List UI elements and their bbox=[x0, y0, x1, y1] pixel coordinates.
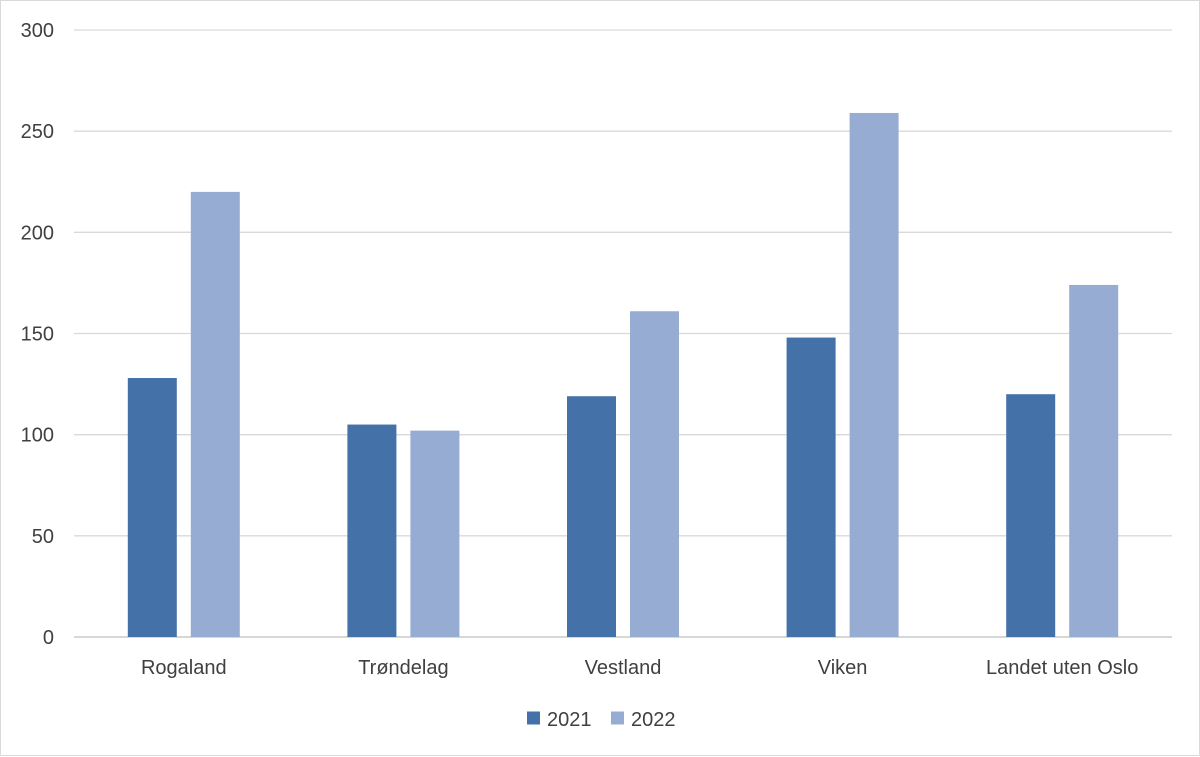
bar-2021-trøndelag bbox=[347, 424, 397, 637]
bar-2021-vestland bbox=[567, 396, 616, 637]
y-tick-label: 150 bbox=[21, 324, 54, 346]
x-tick-label: Landet uten Oslo bbox=[986, 657, 1138, 679]
x-tick-label: Vestland bbox=[585, 657, 662, 679]
y-tick-label: 300 bbox=[21, 20, 54, 42]
bar-2021-viken bbox=[786, 337, 836, 637]
y-tick-label: 50 bbox=[32, 526, 54, 548]
bar-2022-vestland bbox=[630, 311, 679, 637]
bars bbox=[127, 112, 1119, 637]
legend-label-2022: 2022 bbox=[631, 709, 676, 731]
x-tick-label: Rogaland bbox=[141, 657, 227, 679]
x-tick-label: Trøndelag bbox=[358, 657, 448, 679]
bar-2022-trøndelag bbox=[410, 430, 460, 637]
legend: 2021 2022 bbox=[527, 709, 676, 731]
legend-swatch-2021 bbox=[527, 711, 540, 725]
bar-2021-landet-uten-oslo bbox=[1006, 394, 1056, 637]
y-tick-label: 0 bbox=[43, 627, 54, 649]
bar-2022-viken bbox=[849, 112, 899, 637]
x-axis-ticks: Rogaland Trøndelag Vestland Viken Landet ute… bbox=[141, 657, 1138, 679]
legend-swatch-2022 bbox=[611, 711, 624, 725]
bar-2022-landet-uten-oslo bbox=[1069, 284, 1119, 637]
y-axis-ticks: 0 50 100 150 200 250 300 bbox=[21, 20, 54, 649]
x-tick-label: Viken bbox=[818, 657, 868, 679]
y-tick-label: 200 bbox=[21, 222, 54, 244]
y-tick-label: 100 bbox=[21, 425, 54, 447]
y-tick-label: 250 bbox=[21, 121, 54, 143]
gridlines bbox=[74, 29, 1172, 638]
legend-label-2021: 2021 bbox=[547, 709, 592, 731]
bar-2021-rogaland bbox=[127, 378, 177, 637]
bar-2022-rogaland bbox=[190, 191, 240, 637]
